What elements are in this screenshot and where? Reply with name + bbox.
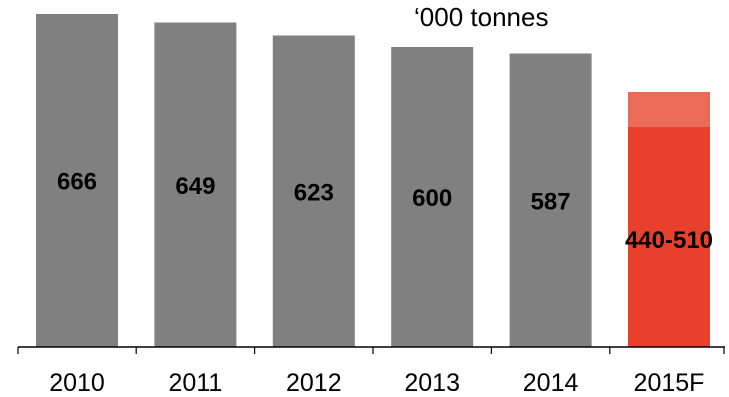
data-label-2010: 666	[57, 169, 97, 196]
data-label-2015F: 440-510	[625, 227, 713, 254]
data-label-2014: 587	[531, 188, 571, 215]
bar-2015F-low	[628, 127, 710, 347]
data-label-2012: 623	[294, 179, 334, 206]
x-tick-label-2013: 2013	[404, 369, 460, 397]
data-label-2013: 600	[412, 185, 452, 212]
x-tick-label-2014: 2014	[523, 369, 579, 397]
x-tick-label-2015F: 2015F	[634, 369, 705, 397]
bar-2013	[391, 47, 474, 347]
bar-2011	[154, 22, 237, 347]
bar-2014	[509, 53, 592, 347]
bar-2015F-range	[628, 92, 710, 127]
unit-label: ‘000 tonnes	[414, 2, 549, 32]
x-tick-label-2011: 2011	[169, 369, 223, 397]
bar-2012	[272, 35, 355, 347]
bar-2010	[36, 14, 118, 347]
x-tick-label-2010: 2010	[49, 369, 105, 397]
x-tick-label-2012: 2012	[286, 369, 342, 397]
data-label-2011: 649	[175, 173, 215, 200]
